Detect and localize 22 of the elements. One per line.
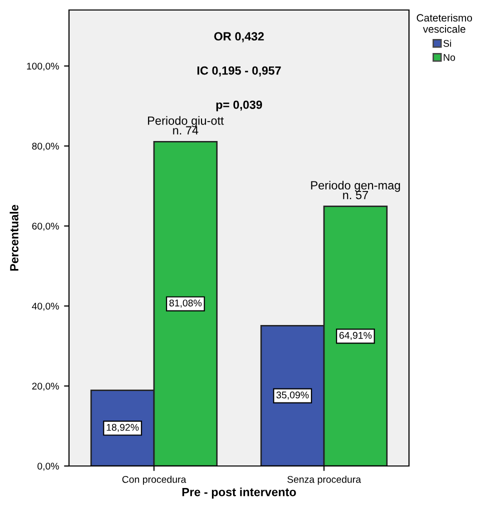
annotation: OR 0,432 — [214, 32, 264, 42]
data-label: 35,09% — [276, 392, 309, 400]
y-tick-label: 60,0% — [32, 222, 59, 231]
y-tick-label: 40,0% — [32, 302, 59, 311]
y-tick-label: 100,0% — [27, 62, 59, 71]
x-tick-label: Con procedura — [122, 476, 186, 485]
annotation: Periodo gen-mag n. 57 — [311, 180, 400, 200]
y-tick-label: 0,0% — [38, 462, 59, 471]
y-tick-label: 80,0% — [32, 142, 59, 151]
legend-label: Si — [443, 40, 451, 47]
annotation: p= 0,039 — [216, 100, 262, 112]
data-label: 81,08% — [169, 300, 202, 308]
legend-title: Cateterismo vescicale — [416, 14, 472, 33]
y-axis-title: Percentuale — [10, 204, 18, 271]
x-axis-title: Pre - post intervento — [182, 488, 296, 499]
annotation: IC 0,195 - 0,957 — [197, 66, 281, 76]
data-label: 64,91% — [339, 332, 372, 340]
data-label: 18,92% — [106, 424, 139, 432]
y-tick-label: 20,0% — [32, 382, 59, 391]
legend-label: No — [444, 54, 456, 61]
annotation: Periodo giu-ott n. 74 — [148, 116, 224, 134]
x-tick-label: Senza procedura — [287, 476, 362, 485]
